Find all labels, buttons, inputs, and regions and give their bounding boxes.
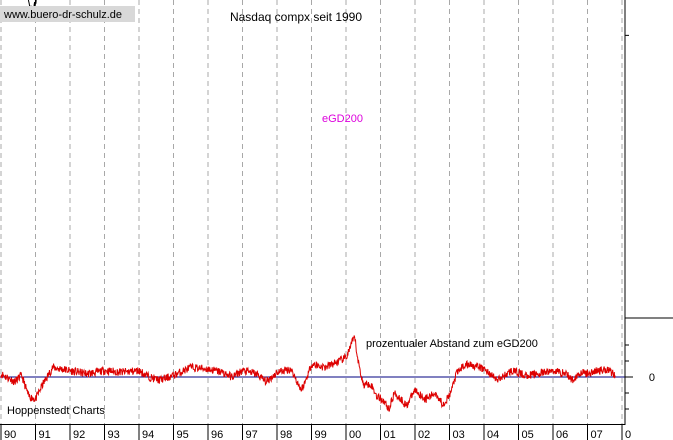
x-tick-label: 99 xyxy=(315,429,327,440)
x-tick-label: 00 xyxy=(349,429,361,440)
x-tick-label: 94 xyxy=(142,429,154,440)
x-tick-label: 97 xyxy=(246,429,258,440)
series-layer xyxy=(0,0,616,413)
x-tick-label: 07 xyxy=(591,429,603,440)
x-tick-label: 02 xyxy=(418,429,430,440)
sub-chart-title: prozentualer Abstand zum eGD200 xyxy=(366,338,538,350)
watermark-background xyxy=(0,6,135,22)
x-tick-label: 01 xyxy=(384,429,396,440)
grid-layer xyxy=(0,0,623,425)
x-tick-label: 0 xyxy=(625,429,631,440)
x-tick-label: 05 xyxy=(522,429,534,440)
resistance-lines xyxy=(0,376,625,378)
x-tick-label: 98 xyxy=(280,429,292,440)
label-layer: www.buero-dr-schulz.de Nasdaq compx seit… xyxy=(0,6,538,417)
x-tick-label: 95 xyxy=(177,429,189,440)
x-tick-label: 92 xyxy=(73,429,85,440)
sub-y-tick-label: 0 xyxy=(649,372,655,384)
chart-title: Nasdaq compx seit 1990 xyxy=(230,10,362,24)
x-tick-label: 91 xyxy=(39,429,51,440)
x-tick-label: 03 xyxy=(453,429,465,440)
series-label-egd200: eGD200 xyxy=(322,113,363,125)
x-tick-label: 90 xyxy=(4,429,16,440)
x-tick-label: 04 xyxy=(487,429,499,440)
x-tick-label: 93 xyxy=(108,429,120,440)
series-line-deviation xyxy=(0,335,616,413)
x-tick-label: 06 xyxy=(556,429,568,440)
x-tick-label: 96 xyxy=(211,429,223,440)
source-label: Hoppenstedt Charts xyxy=(7,405,105,417)
watermark-text: www.buero-dr-schulz.de xyxy=(3,9,122,21)
